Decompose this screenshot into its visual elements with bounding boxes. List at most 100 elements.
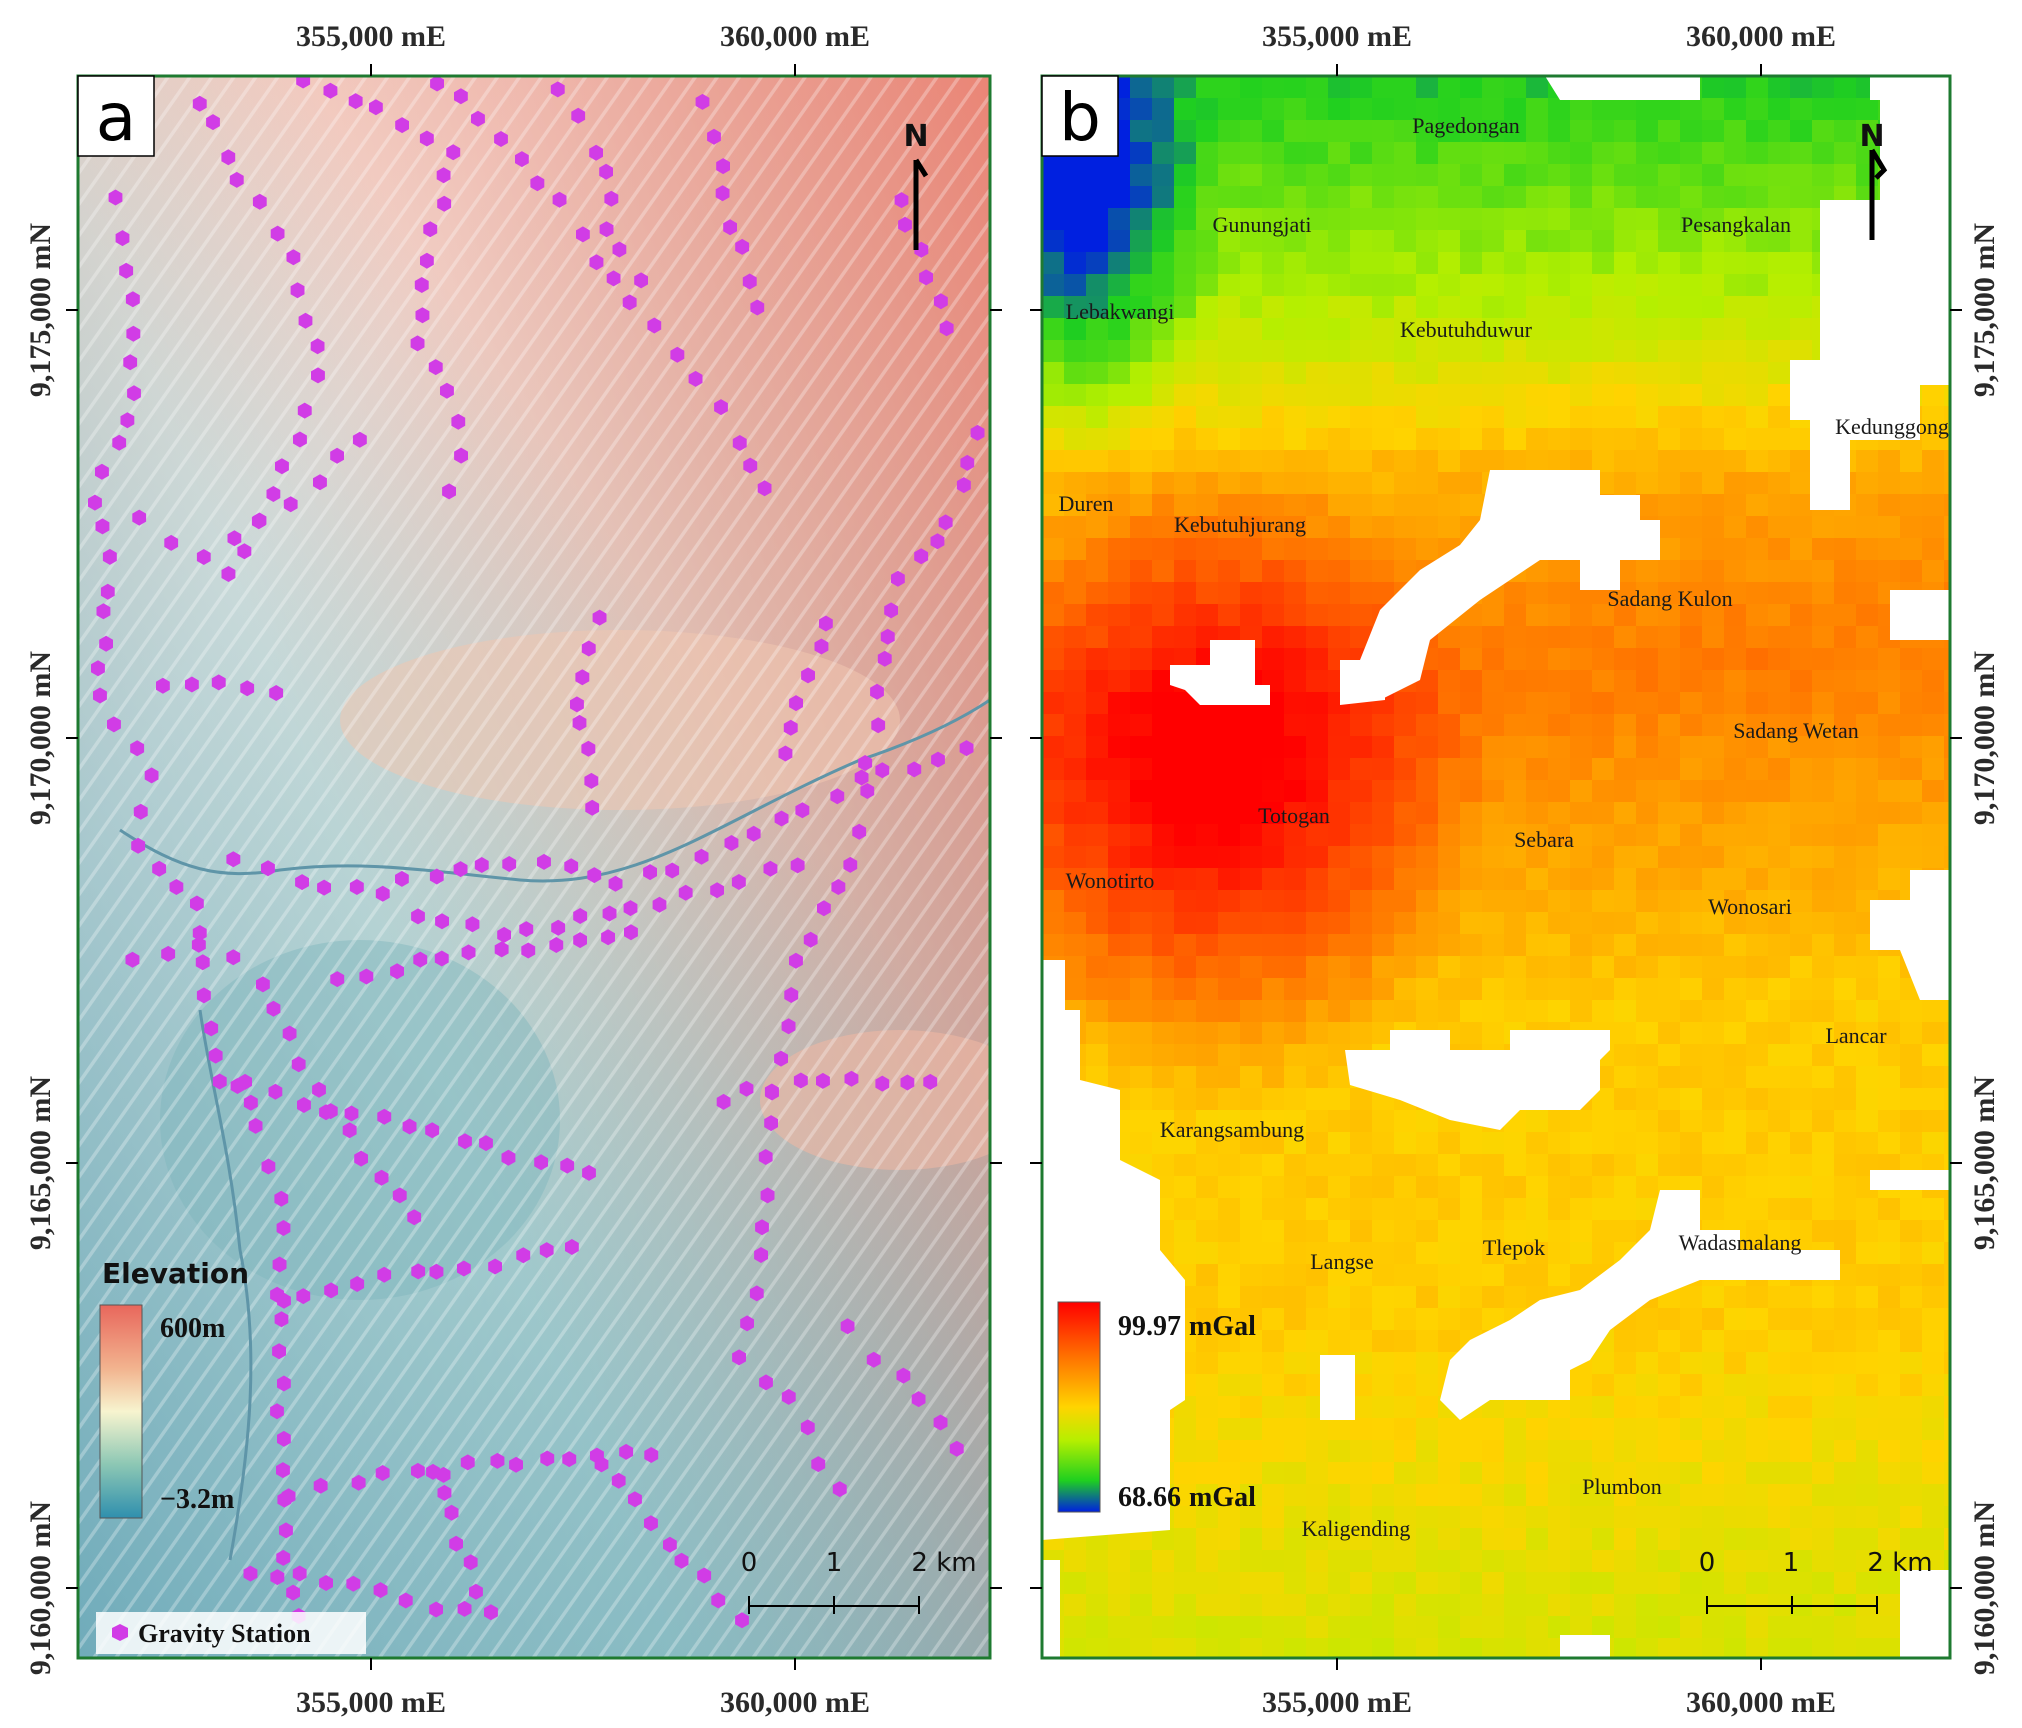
grid-cell xyxy=(1834,824,1857,847)
grid-cell xyxy=(1636,1352,1659,1375)
grid-cell xyxy=(1394,208,1417,231)
grid-cell xyxy=(1328,912,1351,935)
grid-cell xyxy=(1372,1506,1395,1529)
gravity-station xyxy=(582,1164,596,1181)
grid-cell xyxy=(1108,274,1131,297)
grid-cell xyxy=(1856,1000,1879,1023)
grid-cell xyxy=(1878,1594,1901,1617)
grid-cell xyxy=(1460,98,1483,121)
grid-cell xyxy=(1350,1462,1373,1485)
gravity-station xyxy=(429,868,444,885)
grid-cell xyxy=(1680,494,1703,517)
grid-cell xyxy=(1108,450,1131,473)
grid-cell xyxy=(1724,978,1747,1001)
grid-cell xyxy=(1328,582,1351,605)
grid-cell xyxy=(1504,582,1527,605)
grid-cell xyxy=(1856,1242,1879,1265)
grid-cell xyxy=(1394,560,1417,583)
grid-cell xyxy=(1504,934,1527,957)
grid-cell xyxy=(1658,494,1681,517)
grid-cell xyxy=(1372,164,1395,187)
grid-cell xyxy=(1834,516,1857,539)
y-tick-label: 9,170,000 mN xyxy=(24,651,57,825)
grid-cell xyxy=(1922,516,1945,539)
grid-cell xyxy=(1812,890,1835,913)
gravity-station xyxy=(590,1447,604,1464)
grid-cell xyxy=(1350,934,1373,957)
grid-cell xyxy=(1724,582,1747,605)
grid-cell xyxy=(1944,450,1950,473)
grid-cell xyxy=(1680,120,1703,143)
grid-cell xyxy=(1614,1396,1637,1419)
grid-cell xyxy=(1460,1594,1483,1617)
gravity-station xyxy=(324,1282,338,1299)
grid-cell xyxy=(1086,714,1109,737)
grid-cell xyxy=(1174,1506,1197,1529)
grid-cell xyxy=(1108,362,1131,385)
grid-cell xyxy=(1218,1088,1241,1111)
grid-cell xyxy=(1526,274,1549,297)
x-tick-label: 360,000 mE xyxy=(1686,20,1836,53)
grid-cell xyxy=(1262,538,1285,561)
grid-cell xyxy=(1130,384,1153,407)
grid-cell xyxy=(1064,890,1087,913)
scale-bar-a: 0 1 2 km xyxy=(741,1548,977,1614)
grid-cell xyxy=(1042,472,1065,495)
grid-cell xyxy=(1438,780,1461,803)
grid-cell xyxy=(1614,1110,1637,1133)
grid-cell xyxy=(1900,780,1923,803)
grid-cell xyxy=(1702,1330,1725,1353)
grid-cell xyxy=(1922,560,1945,583)
grid-cell xyxy=(1746,186,1769,209)
grid-cell xyxy=(1240,208,1263,231)
gravity-station xyxy=(352,431,367,448)
grid-cell xyxy=(1702,1462,1725,1485)
gravity-station xyxy=(95,463,109,480)
grid-cell xyxy=(1372,340,1395,363)
grid-cell xyxy=(1130,846,1153,869)
gravity-station xyxy=(530,175,545,192)
gravity-station xyxy=(923,1073,938,1090)
grid-cell xyxy=(1658,318,1681,341)
grid-cell xyxy=(1174,1154,1197,1177)
gravity-station xyxy=(274,1311,289,1328)
grid-cell xyxy=(1328,1572,1351,1595)
grid-cell xyxy=(1724,296,1747,319)
gravity-station xyxy=(108,189,123,206)
grid-cell xyxy=(1416,802,1439,825)
grid-cell xyxy=(1504,208,1527,231)
grid-cell xyxy=(1724,252,1747,275)
grid-cell xyxy=(1834,538,1857,561)
grid-cell xyxy=(1152,186,1175,209)
grid-cell xyxy=(1592,1506,1615,1529)
grid-cell xyxy=(1152,1044,1175,1067)
grid-cell xyxy=(1284,208,1307,231)
grid-cell xyxy=(1174,208,1197,231)
grid-cell xyxy=(1812,956,1835,979)
grid-cell xyxy=(1592,912,1615,935)
grid-cell xyxy=(1328,1154,1351,1177)
grid-cell xyxy=(1482,384,1505,407)
gravity-station xyxy=(206,114,220,131)
grid-cell xyxy=(1328,472,1351,495)
gravity-station xyxy=(266,486,281,502)
grid-cell xyxy=(1460,340,1483,363)
grid-cell xyxy=(1570,1264,1593,1287)
grid-cell xyxy=(1790,450,1813,473)
grid-cell xyxy=(1460,428,1483,451)
grid-cell xyxy=(1328,1000,1351,1023)
grid-cell xyxy=(1922,538,1945,561)
grid-cell xyxy=(1702,252,1725,275)
grid-cell xyxy=(1130,1550,1153,1573)
grid-cell xyxy=(1196,978,1219,1001)
grid-cell xyxy=(1680,208,1703,231)
grid-cell xyxy=(1240,1264,1263,1287)
grid-cell xyxy=(1614,1550,1637,1573)
grid-cell xyxy=(1218,98,1241,121)
grid-cell xyxy=(1658,1066,1681,1089)
grid-cell xyxy=(1284,890,1307,913)
grid-cell xyxy=(1482,1220,1505,1243)
grid-cell xyxy=(1834,626,1857,649)
grid-cell xyxy=(1174,1198,1197,1221)
grid-cell xyxy=(1306,142,1329,165)
